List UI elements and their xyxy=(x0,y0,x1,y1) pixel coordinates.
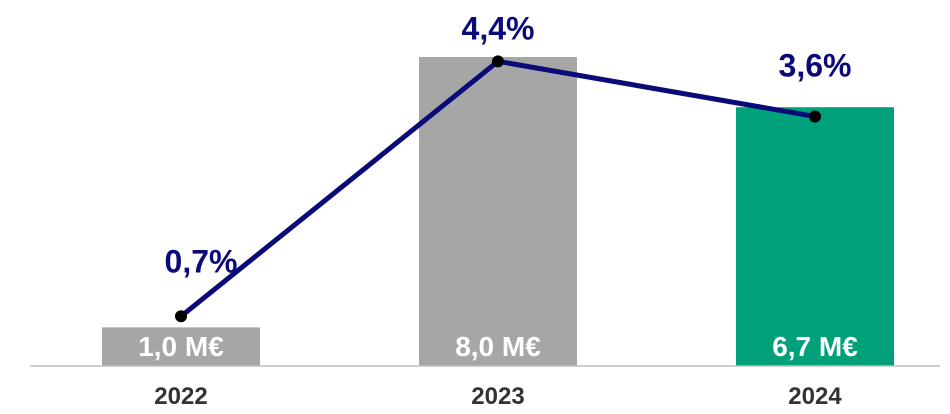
bar-2023 xyxy=(419,57,577,366)
x-tick-label-2022: 2022 xyxy=(154,383,207,410)
x-tick-label-2023: 2023 xyxy=(471,383,524,410)
line-value-label-2023: 4,4% xyxy=(462,10,535,46)
bar-value-label-2023: 8,0 M€ xyxy=(455,331,541,362)
line-point-2024 xyxy=(809,110,821,123)
line-point-2023 xyxy=(492,55,504,68)
bar-2022 xyxy=(102,327,260,366)
line-series-group: 0,7% 4,4% 3,6% xyxy=(165,10,852,323)
line-value-label-2022: 0,7% xyxy=(165,243,238,279)
line-point-2022 xyxy=(175,310,187,323)
line-value-label-2024: 3,6% xyxy=(779,47,852,83)
bars-group: 1,0 M€ 8,0 M€ 6,7 M€ xyxy=(102,57,894,367)
x-tick-label-2024: 2024 xyxy=(788,383,842,410)
bar-value-label-2022: 1,0 M€ xyxy=(138,331,224,362)
bar-2024 xyxy=(736,107,894,367)
x-tick-labels: 2022 2023 2024 xyxy=(154,383,842,410)
bar-value-label-2024: 6,7 M€ xyxy=(772,331,858,362)
